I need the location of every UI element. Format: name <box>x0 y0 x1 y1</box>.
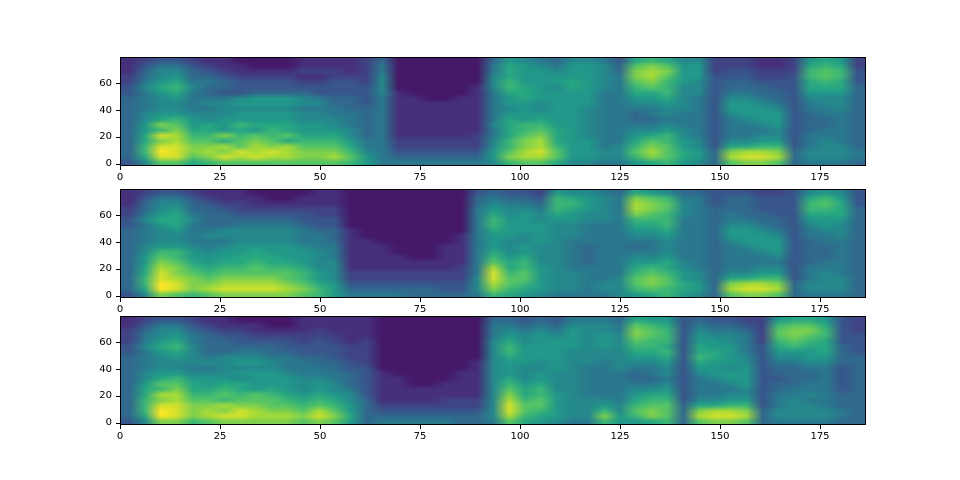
x-tick <box>419 166 421 170</box>
y-tick <box>116 110 120 111</box>
y-tick <box>116 369 120 370</box>
x-tick <box>619 166 621 170</box>
x-tick-label: 50 <box>313 172 327 183</box>
x-tick-label: 25 <box>213 431 227 442</box>
y-tick-label: 0 <box>105 158 112 169</box>
x-tick-label: 0 <box>116 172 124 183</box>
y-tick <box>116 268 120 270</box>
x-tick-label: 75 <box>413 172 427 183</box>
x-tick <box>419 425 421 429</box>
x-tick-label: 100 <box>510 172 530 183</box>
x-tick <box>119 298 121 302</box>
x-tick-label: 0 <box>116 304 124 315</box>
spectrogram-panel-bottom <box>120 316 866 425</box>
y-tick-label: 40 <box>99 104 112 116</box>
x-tick-label: 100 <box>510 304 530 315</box>
x-tick-label: 50 <box>313 431 327 442</box>
x-tick-label: 25 <box>213 172 227 183</box>
x-tick-label: 125 <box>610 172 630 183</box>
x-tick <box>419 298 421 302</box>
y-tick-label: 60 <box>99 77 112 89</box>
x-tick-label: 175 <box>810 304 830 315</box>
y-tick <box>116 163 120 165</box>
y-tick-label: 20 <box>99 131 112 143</box>
x-tick-label: 150 <box>710 431 730 442</box>
y-tick <box>116 83 120 85</box>
y-tick-label: 0 <box>105 290 112 301</box>
x-tick <box>219 425 221 429</box>
spectrogram-heatmap-top <box>121 58 865 165</box>
x-tick-label: 150 <box>710 172 730 183</box>
x-tick <box>519 425 521 429</box>
x-tick <box>619 298 621 302</box>
x-tick <box>319 425 321 429</box>
x-tick <box>119 425 121 429</box>
spectrogram-panel-middle <box>120 189 866 298</box>
y-tick-label: 20 <box>99 263 112 275</box>
spectrogram-panel-top <box>120 57 866 166</box>
y-tick-label: 60 <box>99 209 112 221</box>
y-tick <box>116 395 120 397</box>
x-tick-label: 150 <box>710 304 730 315</box>
y-tick <box>116 295 120 297</box>
x-tick <box>519 166 521 170</box>
x-tick <box>719 298 721 302</box>
x-tick <box>519 298 521 302</box>
x-tick <box>819 298 821 302</box>
x-tick <box>219 298 221 302</box>
y-tick <box>116 342 120 344</box>
y-tick-label: 40 <box>99 363 112 375</box>
x-tick <box>219 166 221 170</box>
x-tick <box>819 425 821 429</box>
x-tick-label: 75 <box>413 304 427 315</box>
y-tick <box>116 242 120 243</box>
x-tick-label: 50 <box>313 304 327 315</box>
spectrogram-heatmap-bottom <box>121 317 865 424</box>
x-tick-label: 0 <box>116 431 124 442</box>
x-tick-label: 75 <box>413 431 427 442</box>
x-tick-label: 175 <box>810 172 830 183</box>
x-tick <box>119 166 121 170</box>
spectrogram-heatmap-middle <box>121 190 865 297</box>
x-tick-label: 100 <box>510 431 530 442</box>
y-tick <box>116 422 120 424</box>
x-tick-label: 25 <box>213 304 227 315</box>
y-tick <box>116 215 120 217</box>
x-tick <box>319 166 321 170</box>
x-tick <box>719 425 721 429</box>
y-tick-label: 20 <box>99 390 112 402</box>
x-tick <box>819 166 821 170</box>
x-tick-label: 125 <box>610 431 630 442</box>
x-tick <box>619 425 621 429</box>
y-tick-label: 60 <box>99 336 112 348</box>
y-tick <box>116 136 120 138</box>
y-tick-label: 0 <box>105 417 112 428</box>
x-tick-label: 175 <box>810 431 830 442</box>
x-tick-label: 125 <box>610 304 630 315</box>
x-tick <box>319 298 321 302</box>
y-tick-label: 40 <box>99 236 112 248</box>
x-tick <box>719 166 721 170</box>
